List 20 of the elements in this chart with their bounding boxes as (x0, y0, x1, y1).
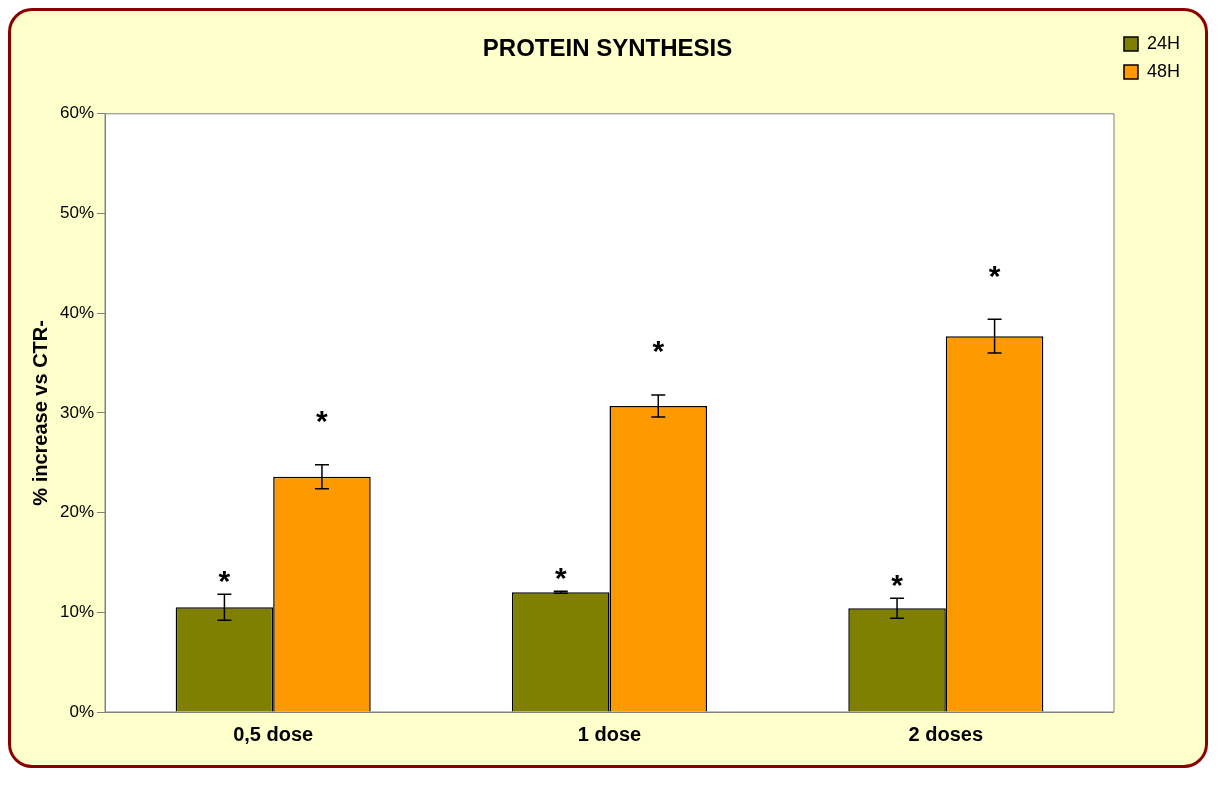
x-tick-label: 0,5 dose (233, 722, 314, 745)
y-tick-label: 10% (59, 601, 95, 621)
chart-title: PROTEIN SYNTHESIS (482, 34, 733, 62)
legend-label: 24H (1146, 32, 1181, 53)
annotation: * (988, 258, 1001, 292)
legend-label: 48H (1146, 60, 1181, 81)
annotation: * (652, 334, 665, 368)
annotation: * (891, 567, 904, 601)
y-axis-title: % increase vs CTR- (28, 320, 51, 506)
annotation: * (554, 560, 567, 594)
y-tick-label: 20% (59, 502, 95, 522)
y-tick-label: 60% (59, 103, 95, 123)
y-tick-label: 0% (69, 701, 95, 721)
annotation: * (218, 563, 231, 597)
y-tick-label: 50% (59, 203, 95, 223)
annotation: * (316, 404, 329, 438)
y-tick-label: 40% (59, 302, 95, 322)
x-tick-label: 2 doses (908, 722, 984, 745)
y-tick-label: 30% (59, 402, 95, 422)
x-tick-label: 1 dose (577, 722, 642, 745)
